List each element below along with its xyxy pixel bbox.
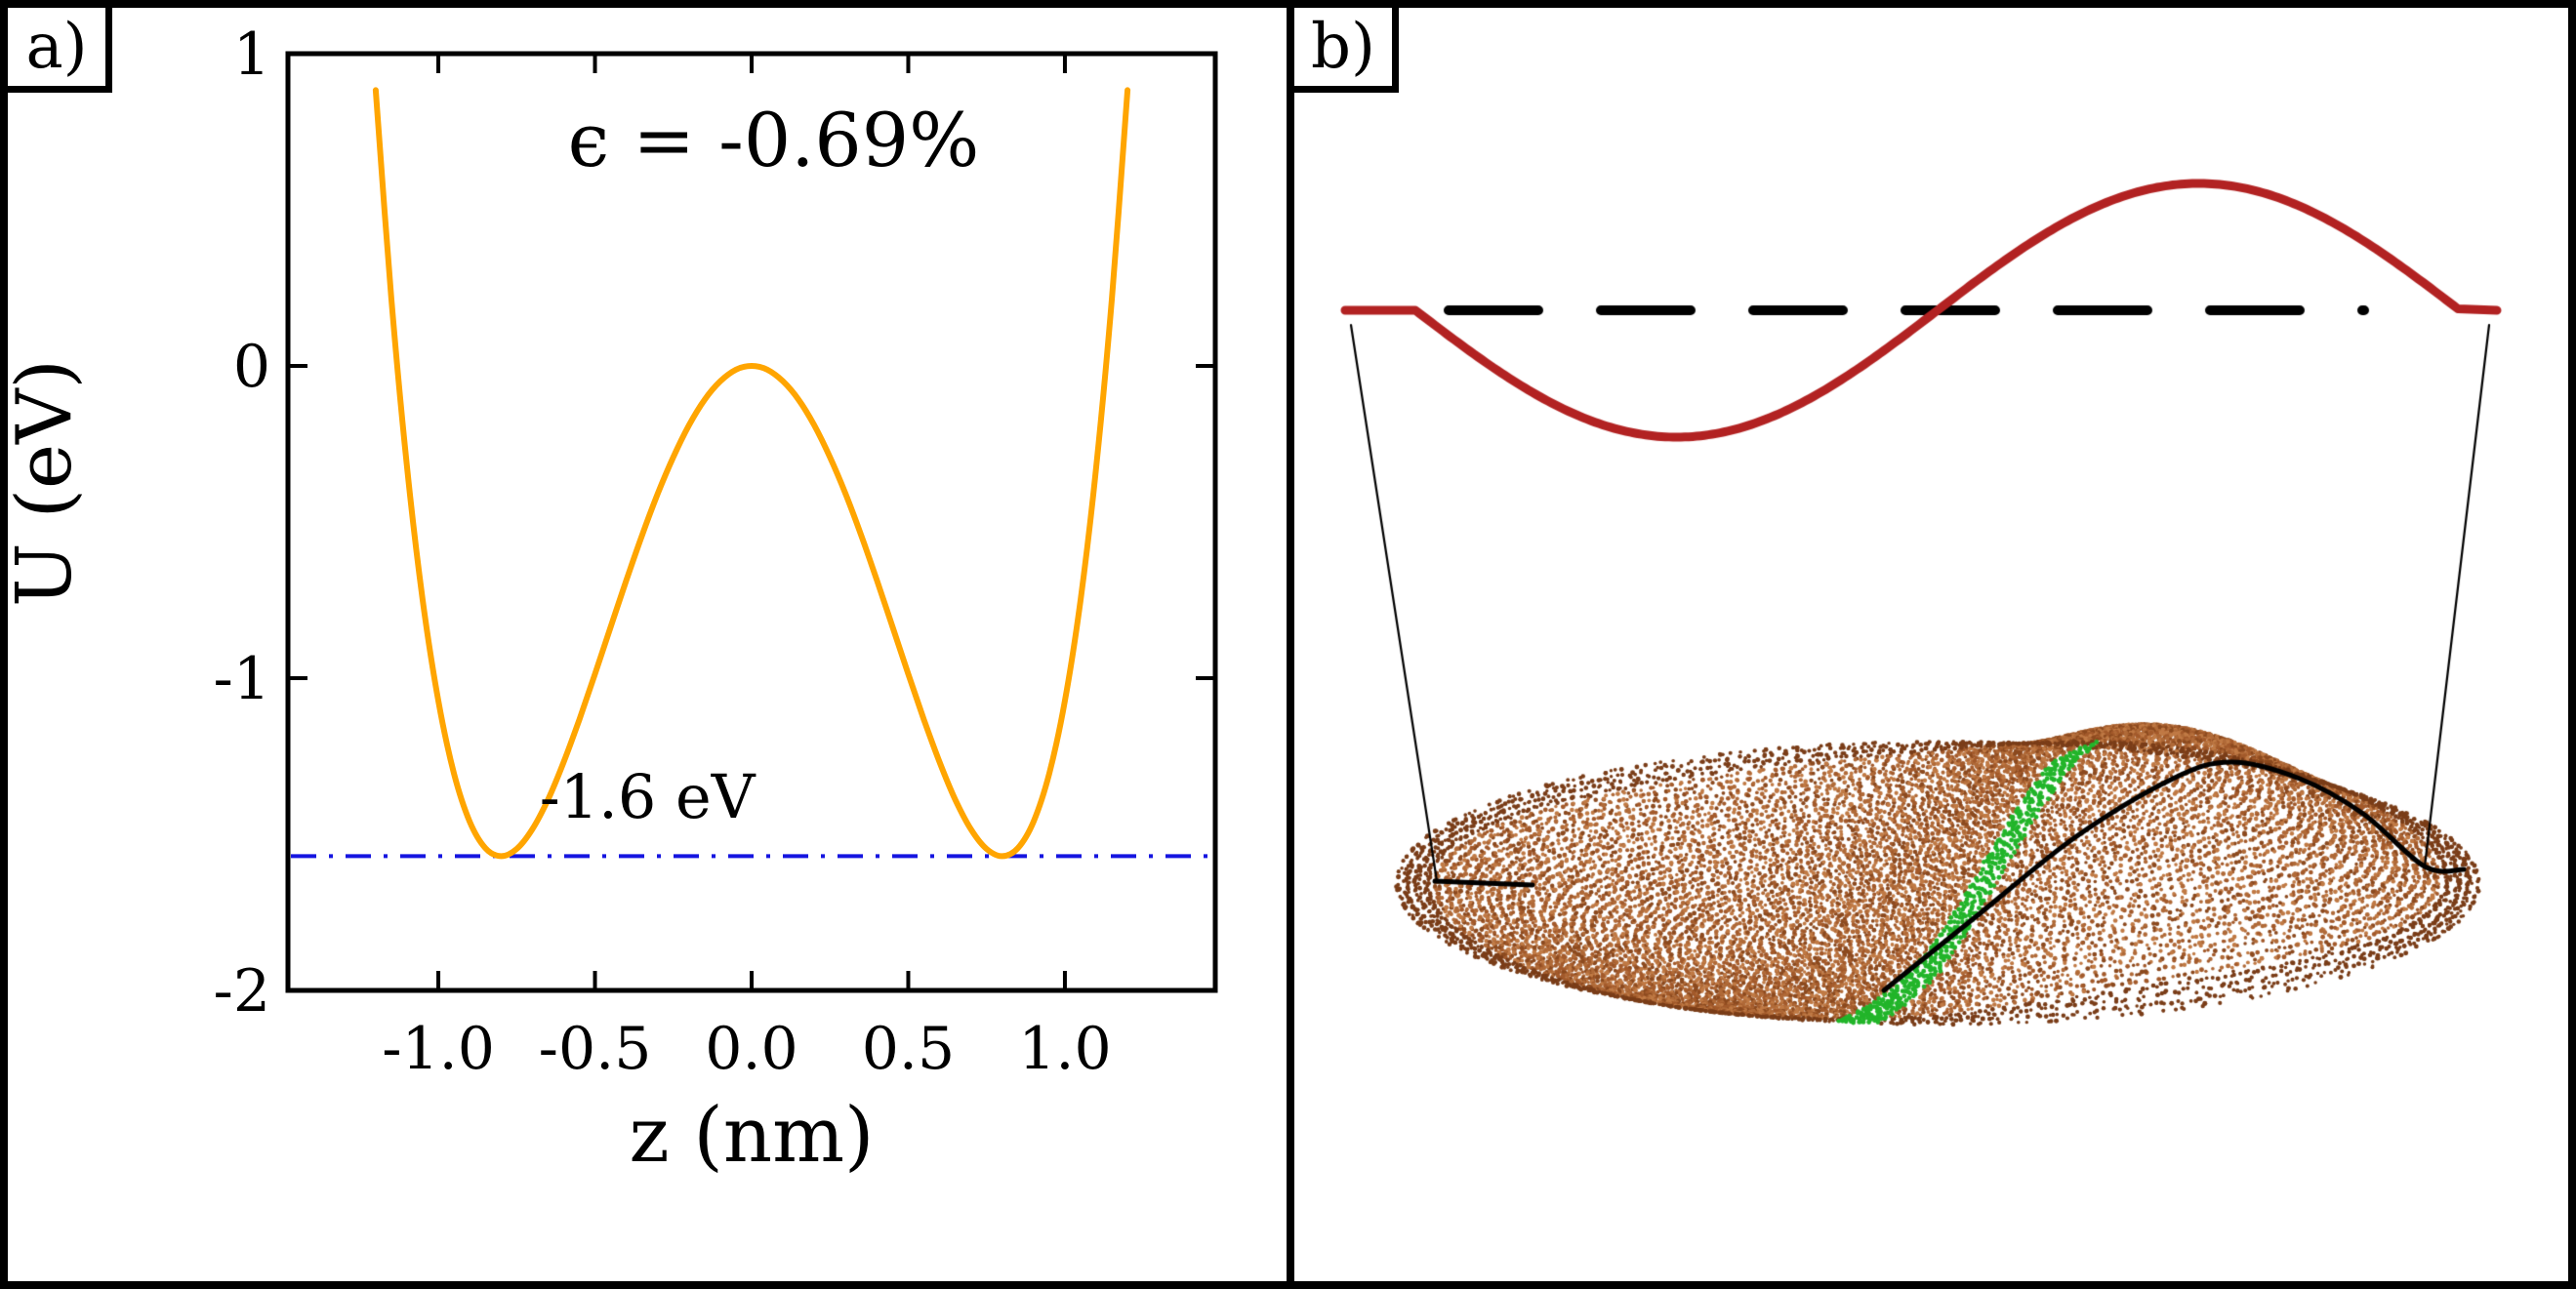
y-tick-label: 1 bbox=[233, 20, 270, 89]
strain-annotation: ϵ = -0.69% bbox=[568, 97, 980, 183]
x-tick-label: 0.5 bbox=[862, 1015, 955, 1083]
y-axis-label: U (eV) bbox=[8, 359, 89, 607]
x-tick-label: 1.0 bbox=[1018, 1015, 1111, 1083]
y-tick-label: 0 bbox=[233, 333, 270, 401]
x-tick-label: -1.0 bbox=[382, 1015, 495, 1083]
potential-plot: -1.0 -0.5 0.0 0.5 1.0 -2 -1 0 1 z (nm) U (eV) ϵ = -… bbox=[8, 20, 1218, 1180]
axes-frame bbox=[285, 51, 1218, 993]
panel-b-label: b) bbox=[1294, 8, 1399, 93]
x-axis-label: z (nm) bbox=[630, 1092, 875, 1180]
panel-a-label: a) bbox=[8, 8, 112, 93]
x-tick-label: -0.5 bbox=[539, 1015, 652, 1083]
well-depth-label: -1.6 eV bbox=[540, 761, 756, 832]
x-tick-label: 0.0 bbox=[705, 1015, 797, 1083]
panel-b: b) bbox=[1294, 8, 2568, 1281]
double-well-potential-curve bbox=[372, 87, 1131, 860]
y-tick-label: -1 bbox=[214, 645, 270, 713]
membrane-diagram-canvas bbox=[1294, 8, 2568, 1281]
y-tick-label: -2 bbox=[214, 957, 270, 1026]
panel-a: a) -1.0 -0.5 0.0 0.5 1.0 -2 -1 0 1 z (nm) U (eV) ϵ … bbox=[8, 8, 1294, 1281]
